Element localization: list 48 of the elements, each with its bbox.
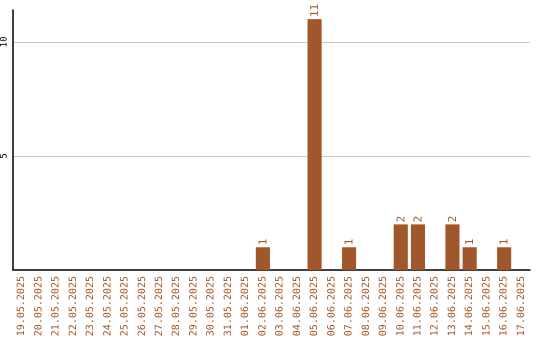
data-label: 2 — [394, 216, 408, 222]
x-tick-label: 21.05.2025 — [50, 276, 62, 336]
bar — [256, 247, 270, 270]
x-tick-label: 05.06.2025 — [309, 276, 320, 336]
x-tick-label: 24.05.2025 — [102, 276, 114, 336]
x-tick-label: 26.05.2025 — [136, 276, 148, 336]
x-tick-label: 13.06.2025 — [446, 276, 458, 336]
bar — [445, 224, 460, 270]
x-tick-label: 22.05.2025 — [68, 276, 79, 336]
x-tick-label: 25.05.2025 — [120, 276, 131, 336]
bar — [410, 224, 426, 270]
bar — [497, 247, 512, 270]
data-label: 2 — [446, 216, 459, 222]
x-tick-label: 28.05.2025 — [171, 276, 182, 336]
x-tick-label: 10.06.2025 — [395, 276, 406, 336]
data-label: 1 — [498, 238, 511, 246]
x-tick-label: 27.05.2025 — [154, 276, 165, 336]
data-label: 2 — [411, 216, 424, 222]
x-tick-label: 07.06.2025 — [344, 276, 355, 336]
x-tick-label: 08.06.2025 — [360, 276, 372, 336]
x-tick-label: 01.06.2025 — [240, 276, 252, 336]
x-tick-label: 03.06.2025 — [274, 276, 286, 336]
x-tick-label: 19.05.2025 — [16, 276, 28, 336]
x-tick-label: 02.06.2025 — [257, 276, 268, 336]
data-label: 1 — [256, 238, 270, 246]
x-tick-label: 23.05.2025 — [85, 276, 96, 336]
data-label: 11 — [308, 4, 322, 18]
x-tick-label: 11.06.2025 — [412, 276, 424, 336]
x-tick-label: 16.06.2025 — [498, 276, 510, 336]
x-tick-label: 31.05.2025 — [222, 276, 234, 336]
bar — [308, 19, 322, 270]
x-tick-label: 12.06.2025 — [430, 276, 441, 336]
x-tick-label: 09.06.2025 — [378, 276, 390, 336]
x-tick-label: 29.05.2025 — [188, 276, 200, 336]
x-tick-label: 20.05.2025 — [33, 276, 44, 336]
y-tick-label: 10 — [0, 36, 10, 48]
x-tick-label: 17.06.2025 — [516, 276, 527, 336]
x-tick-label: 04.06.2025 — [292, 276, 303, 336]
bar — [394, 224, 408, 270]
data-label: 1 — [463, 238, 476, 246]
data-label: 1 — [342, 238, 356, 246]
x-tick-label: 30.05.2025 — [206, 276, 217, 336]
bar — [342, 247, 356, 270]
bar — [462, 247, 477, 270]
x-tick-label: 15.06.2025 — [481, 276, 492, 336]
x-tick-label: 06.06.2025 — [326, 276, 338, 336]
x-tick-label: 14.06.2025 — [464, 276, 476, 336]
y-tick-label: 5 — [0, 153, 10, 159]
